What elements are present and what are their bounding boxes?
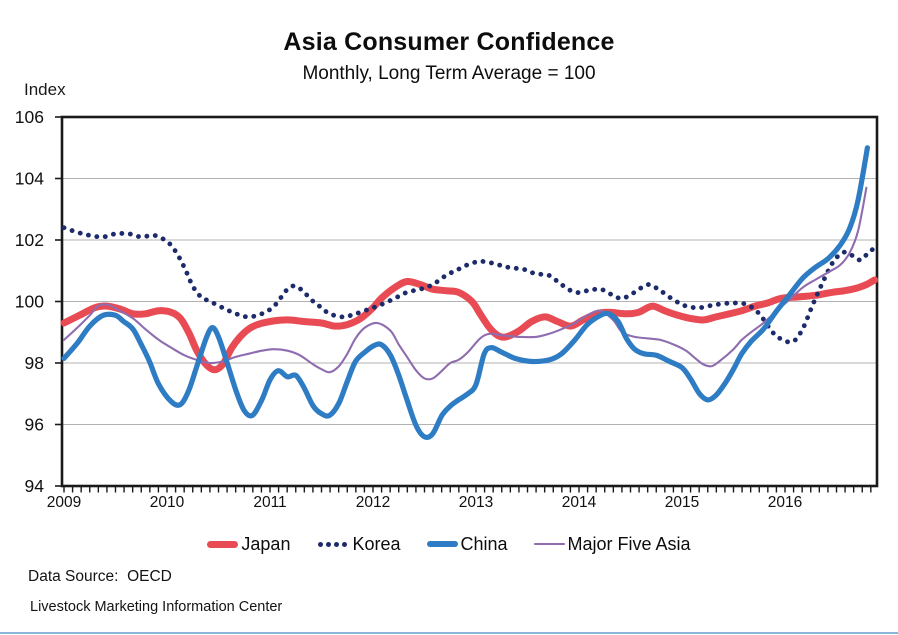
legend: Japan Korea China Major Five Asia bbox=[0, 531, 898, 557]
legend-swatch-japan-icon bbox=[207, 540, 239, 548]
y-tick-label-102: 102 bbox=[15, 230, 44, 250]
series-line-korea bbox=[61, 225, 877, 345]
legend-label: Japan bbox=[241, 533, 291, 554]
y-tick-label-98: 98 bbox=[25, 353, 44, 373]
x-tick-label-2016: 2016 bbox=[768, 494, 802, 511]
series-line-major-five-asia bbox=[62, 186, 868, 381]
data-source-note: Data Source: OECD bbox=[28, 568, 172, 585]
legend-label: China bbox=[460, 533, 508, 554]
legend-label: Major Five Asia bbox=[567, 533, 691, 554]
credit-note: Livestock Marketing Information Center bbox=[30, 599, 283, 615]
x-tick-label-2011: 2011 bbox=[253, 494, 286, 511]
y-tick-label-104: 104 bbox=[15, 169, 44, 189]
bottom-border-line bbox=[0, 632, 898, 634]
legend-swatch-korea-icon bbox=[316, 541, 349, 547]
x-tick-label-2012: 2012 bbox=[356, 494, 390, 511]
x-tick-label-2009: 2009 bbox=[47, 494, 81, 511]
series-line-china bbox=[61, 145, 870, 440]
y-tick-label-100: 100 bbox=[15, 292, 44, 312]
y-tick-label-94: 94 bbox=[25, 476, 45, 496]
legend-item-china: China bbox=[426, 533, 508, 555]
chart-subtitle: Monthly, Long Term Average = 100 bbox=[302, 63, 596, 84]
x-tick-label-2015: 2015 bbox=[665, 494, 699, 511]
legend-item-major-five-asia: Major Five Asia bbox=[533, 533, 691, 555]
y-tick-label-96: 96 bbox=[25, 415, 44, 435]
legend-swatch-major-five-asia-icon bbox=[533, 542, 565, 546]
y-axis-unit-label: Index bbox=[24, 80, 66, 99]
y-tick-label-106: 106 bbox=[15, 107, 44, 127]
x-tick-label-2014: 2014 bbox=[562, 494, 597, 511]
plot-frame bbox=[60, 115, 879, 488]
legend-swatch-china-icon bbox=[426, 541, 458, 547]
x-tick-label-2013: 2013 bbox=[459, 494, 493, 511]
legend-item-japan: Japan bbox=[207, 534, 290, 555]
chart-title: Asia Consumer Confidence bbox=[283, 28, 615, 56]
legend-item-korea: Korea bbox=[316, 533, 401, 555]
legend-label: Korea bbox=[352, 533, 401, 554]
series-line-japan bbox=[60, 276, 879, 374]
x-tick-label-2010: 2010 bbox=[150, 494, 185, 511]
